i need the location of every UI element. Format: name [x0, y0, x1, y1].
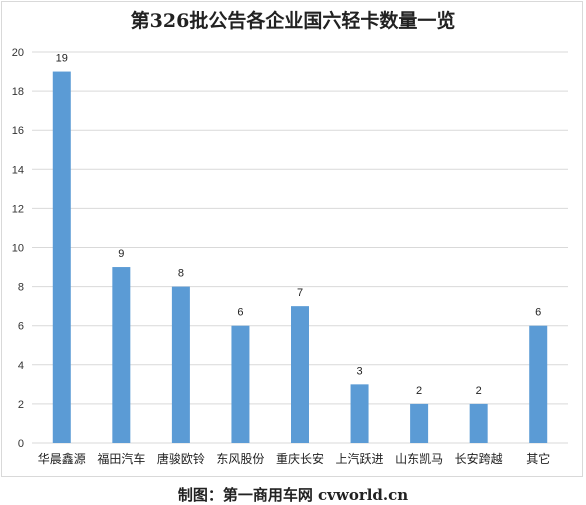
y-tick-label: 20 — [12, 47, 24, 59]
data-label: 6 — [535, 307, 541, 319]
bar — [410, 403, 429, 443]
bar — [231, 325, 250, 443]
bar — [291, 306, 309, 443]
y-tick-label: 6 — [18, 321, 24, 333]
x-tick-label: 其它 — [526, 451, 550, 466]
data-label: 9 — [118, 248, 124, 260]
x-tick-label: 重庆长安 — [276, 451, 324, 466]
data-label: 8 — [178, 268, 184, 280]
y-tick-label: 16 — [12, 125, 24, 137]
data-label: 7 — [297, 287, 303, 299]
y-tick-label: 2 — [18, 399, 24, 411]
data-label: 2 — [476, 385, 482, 397]
x-tick-label: 唐骏欧铃 — [157, 451, 205, 466]
bar — [171, 286, 190, 443]
y-tick-label: 18 — [12, 86, 24, 98]
footer-credit: 制图：第一商用车网 cvworld.cn — [177, 486, 409, 504]
data-label: 2 — [416, 385, 422, 397]
x-axis: 华晨鑫源 福田汽车 唐骏欧铃 东风股份 重庆长安 上汽跃进 山东凯马 长安跨越 其它 — [38, 451, 550, 466]
y-tick-label: 12 — [12, 203, 24, 215]
y-tick-label: 14 — [12, 164, 24, 176]
x-tick-label: 长安跨越 — [455, 451, 503, 466]
bar — [469, 403, 488, 443]
x-tick-label: 东风股份 — [216, 452, 264, 466]
data-label: 3 — [356, 365, 362, 377]
bars — [52, 71, 548, 444]
y-tick-label: 8 — [18, 282, 24, 294]
bar — [350, 384, 369, 443]
bar — [529, 325, 548, 443]
data-label: 6 — [237, 307, 243, 319]
data-labels: 19 9 8 6 7 3 2 2 6 — [56, 53, 542, 397]
x-tick-label: 山东凯马 — [395, 452, 443, 466]
x-tick-label: 华晨鑫源 — [38, 451, 86, 466]
x-tick-label: 上汽跃进 — [336, 451, 384, 466]
y-tick-label: 4 — [18, 360, 24, 372]
data-label: 19 — [56, 53, 68, 65]
bar-chart: 0 2 4 6 8 10 12 14 16 18 20 19 9 8 6 7 3 2 2 6 华晨鑫源 福田汽车 唐骏欧… — [12, 47, 568, 466]
y-tick-label: 10 — [12, 243, 24, 255]
x-tick-label: 福田汽车 — [97, 451, 145, 466]
y-tick-label: 0 — [18, 438, 24, 450]
bar — [52, 71, 71, 444]
chart-title: 第326批公告各企业国六轻卡数量一览 — [130, 10, 456, 32]
bar — [112, 267, 131, 443]
y-axis: 0 2 4 6 8 10 12 14 16 18 20 — [12, 47, 24, 450]
